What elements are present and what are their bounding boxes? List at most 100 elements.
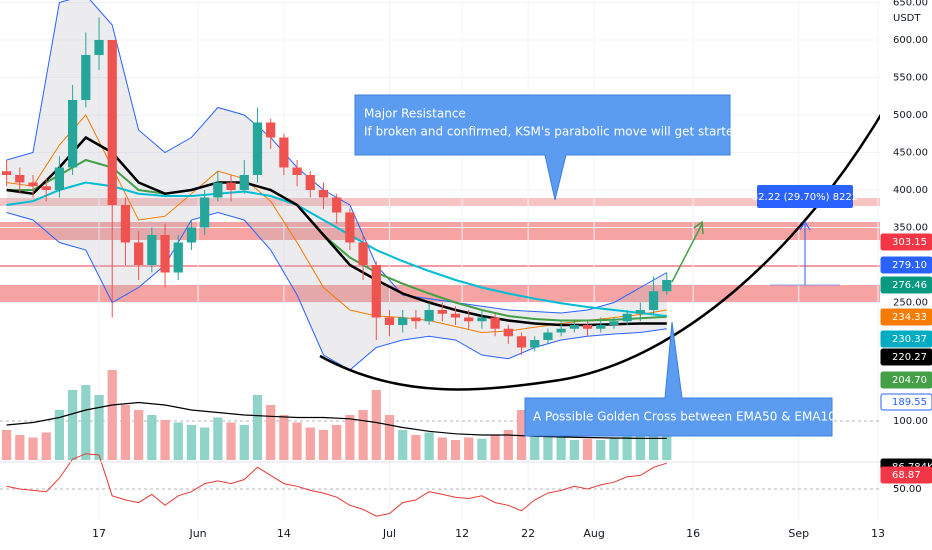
- candle-body: [15, 174, 25, 183]
- x-tick-label: Jul: [382, 527, 396, 540]
- callout-text: A Possible Golden Cross between EMA50 & …: [533, 410, 843, 424]
- volume-bar: [384, 415, 395, 460]
- volume-bar: [318, 430, 329, 460]
- price-tag-box: [880, 256, 932, 274]
- candle-body: [332, 197, 342, 213]
- x-tick-label: Aug: [583, 527, 604, 540]
- candle-body: [107, 39, 117, 205]
- volume-bar: [186, 425, 197, 460]
- price-tag: 189.55: [880, 393, 932, 411]
- volume-bar: [226, 422, 236, 460]
- price-tag-box: [880, 371, 932, 389]
- volume-ma: [6, 401, 667, 439]
- candle-body: [318, 189, 329, 198]
- candle-body: [411, 317, 421, 322]
- price-tag-box: [880, 466, 932, 484]
- volume-bar: [411, 435, 421, 460]
- candle-body: [503, 328, 513, 337]
- volume-bar: [556, 437, 566, 460]
- y2-tick-label: 100.00: [893, 416, 928, 427]
- candle-body: [292, 167, 302, 175]
- price-tag-box: [880, 233, 932, 251]
- volume-bar: [582, 438, 593, 460]
- volume-bar: [54, 410, 65, 460]
- price-tag-label: 276.46: [892, 280, 927, 291]
- price-tag-label: 230.37: [892, 334, 927, 345]
- x-tick-label: Jun: [188, 527, 206, 540]
- volume-bar: [477, 438, 487, 460]
- candle-body: [477, 317, 487, 322]
- cup-curve: [319, 112, 884, 391]
- volume-bar: [490, 435, 500, 460]
- y-tick-label: 650.00: [893, 0, 928, 8]
- candle-body: [279, 137, 289, 168]
- measure-arrow: [799, 221, 811, 231]
- x-tick-label: 12: [455, 527, 469, 540]
- price-tag-label: 189.55: [892, 397, 927, 408]
- drawings: 82.22 (29.70%) 8222 Major Resistance If …: [319, 94, 884, 437]
- volume-bar: [437, 437, 447, 460]
- volume-bar: [569, 440, 579, 460]
- measure-box: [757, 185, 853, 208]
- y-tick-label: 600.00: [893, 35, 928, 46]
- y-tick-label: 400.00: [893, 185, 928, 196]
- candle-body: [200, 197, 210, 228]
- price-tag-box: [880, 308, 932, 326]
- volume-bar: [635, 432, 645, 460]
- volume-bar: [516, 410, 527, 460]
- measure-label: 82.22 (29.70%) 8222: [752, 192, 858, 203]
- volume-bar: [200, 427, 210, 460]
- volume-bar: [94, 395, 104, 460]
- candle-body: [596, 324, 606, 329]
- y-tick-label: 500.00: [893, 110, 928, 121]
- candle-body: [134, 242, 144, 265]
- candle-body: [371, 264, 381, 318]
- candle-body: [252, 122, 263, 175]
- volume-bar: [292, 422, 302, 460]
- price-tag: 234.33: [880, 308, 932, 326]
- currency-label: USDT: [893, 13, 921, 24]
- volume-bar: [252, 395, 263, 460]
- y2-tick-label: 50.00: [893, 484, 922, 495]
- volume-bar: [609, 437, 619, 460]
- price-tag: 68.87: [880, 466, 932, 484]
- volume-bar: [530, 425, 540, 460]
- candle-body: [516, 336, 527, 348]
- callout: [354, 94, 731, 201]
- price-tag-label: 303.15: [892, 237, 927, 248]
- volume-bar: [371, 390, 381, 460]
- candle-body: [556, 328, 566, 333]
- resistance-zones: [0, 198, 880, 302]
- price-tag-box: [880, 330, 932, 348]
- candle-body: [67, 99, 78, 168]
- candle-body: [398, 317, 408, 325]
- y-tick-label: 350.00: [893, 222, 928, 233]
- candle-body: [437, 309, 447, 314]
- volume-bar: [398, 430, 408, 460]
- callout: [524, 321, 833, 437]
- x-tick-label: 16: [686, 527, 700, 540]
- arrow: [671, 220, 704, 283]
- band-line: [6, 211, 667, 371]
- price-tag-label: 279.10: [892, 260, 927, 271]
- candle-body: [81, 54, 91, 100]
- price-tag: 303.15: [880, 233, 932, 251]
- candle-body: [490, 317, 500, 329]
- volume-bar: [662, 430, 672, 460]
- rsi-line: [6, 453, 667, 517]
- zone: [0, 198, 880, 206]
- x-tick-label: 14: [277, 527, 291, 540]
- price-tag: 220.27: [880, 348, 932, 366]
- volume-bar: [279, 415, 289, 460]
- x-tick-label: Sep: [788, 527, 809, 540]
- candle-body: [464, 317, 474, 322]
- volume-bar: [305, 427, 315, 460]
- candle-body: [173, 242, 183, 273]
- candle-body: [582, 324, 593, 329]
- candle-body: [384, 317, 395, 325]
- volume-bar: [160, 420, 170, 460]
- callout-text: If broken and confirmed, KSM's parabolic…: [364, 125, 745, 139]
- volume-bar: [358, 410, 368, 460]
- candle-body: [424, 309, 434, 322]
